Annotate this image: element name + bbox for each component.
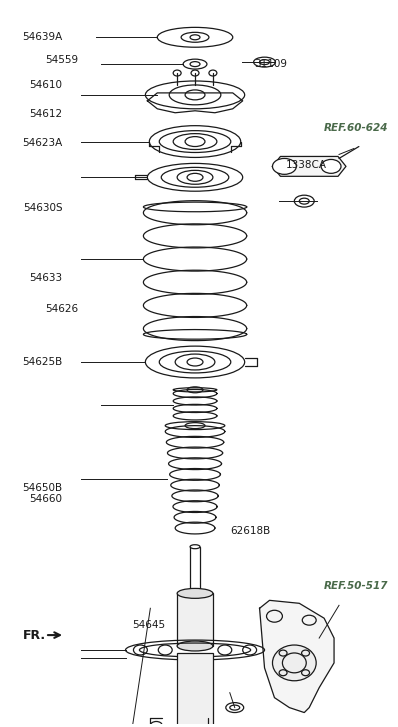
Text: 1338CA: 1338CA — [286, 160, 327, 170]
Text: 31109: 31109 — [254, 59, 287, 69]
Text: 54630S: 54630S — [23, 204, 62, 213]
Text: REF.60-624: REF.60-624 — [324, 123, 389, 133]
Text: 54639A: 54639A — [22, 32, 62, 42]
Ellipse shape — [273, 158, 297, 174]
Text: 54645: 54645 — [132, 620, 165, 630]
Text: 54610: 54610 — [29, 80, 62, 90]
Text: 54559: 54559 — [45, 55, 78, 65]
Text: FR.: FR. — [23, 629, 46, 642]
Text: 54626: 54626 — [45, 305, 78, 314]
Polygon shape — [273, 156, 346, 177]
Polygon shape — [259, 601, 334, 712]
Text: 54625B: 54625B — [22, 357, 62, 367]
Text: 54660: 54660 — [29, 494, 62, 505]
Text: 62618B: 62618B — [230, 526, 271, 536]
Text: REF.50-517: REF.50-517 — [324, 581, 389, 591]
Ellipse shape — [177, 641, 213, 651]
Bar — [177, 653, 213, 727]
Bar — [177, 593, 213, 646]
Ellipse shape — [273, 645, 316, 680]
Text: 54633: 54633 — [29, 273, 62, 284]
Ellipse shape — [177, 588, 213, 598]
Ellipse shape — [321, 159, 341, 173]
Text: 54612: 54612 — [29, 110, 62, 119]
Text: 54650B: 54650B — [23, 483, 62, 493]
Text: 54623A: 54623A — [22, 138, 62, 148]
